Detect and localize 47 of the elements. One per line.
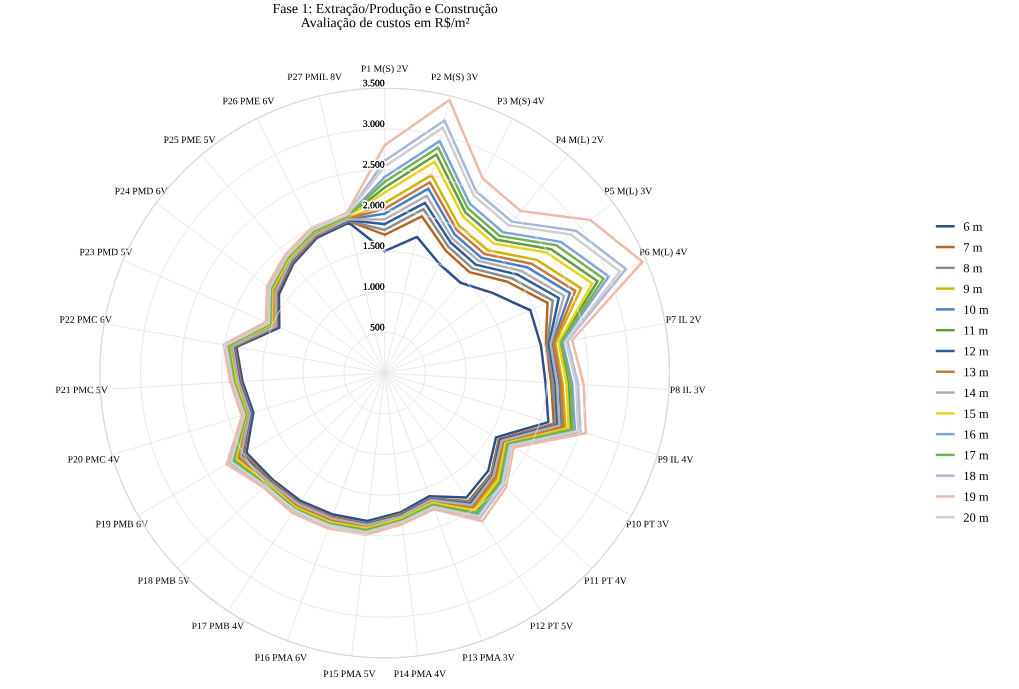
legend-label: 14 m (964, 388, 989, 397)
legend-label: 7 m (964, 243, 983, 252)
y-tick-label: 3.000 (363, 120, 385, 128)
legend-label: 16 m (964, 430, 989, 439)
legend-label: 9 m (963, 284, 983, 294)
spoke-label: P5 M(L) 3V (604, 187, 653, 197)
spoke-label: P18 PMB 5V (137, 577, 190, 584)
legend-label: 6 m (963, 222, 983, 231)
legend-label: 12 m (964, 347, 989, 356)
spoke-label: P6 M(L) 4V (639, 248, 688, 258)
spoke-label: P17 PMB 4V (191, 622, 244, 630)
spoke-label: P24 PMD 6V (114, 187, 168, 195)
spoke-label: P8 IL 3V (670, 386, 706, 394)
spoke-label: P20 PMC 4V (67, 456, 120, 463)
spoke-label: P23 PMD 5V (79, 248, 133, 256)
spoke-label: P26 PME 6V (222, 97, 275, 105)
spoke-label: P13 PMA 3V (462, 654, 515, 661)
spoke-label: P12 PT 5V (530, 622, 573, 630)
spoke-label: P10 PT 3V (626, 520, 669, 528)
spoke-label: P16 PMA 6V (254, 654, 307, 661)
spoke-label: P2 M(S) 3V (431, 73, 479, 83)
spoke-label: P14 PMA 4V (393, 670, 447, 678)
y-tick-label: 2.500 (363, 161, 385, 168)
legend-label: 18 m (964, 471, 989, 481)
spoke-label: P21 PMC 5V (55, 386, 108, 394)
legend-label: 10 m (964, 305, 989, 314)
spoke-label: P22 PMC 6V (59, 316, 112, 323)
y-tick-label: 1.000 (363, 283, 385, 290)
spoke-label: P27 PMIL 8V (287, 73, 342, 81)
spoke-label: P25 PME 5V (163, 136, 216, 144)
legend-label: 20 m (963, 513, 989, 522)
legend-label: 19 m (964, 492, 989, 501)
y-tick-label: 500 (370, 323, 385, 331)
legend-label: 11 m (964, 326, 988, 335)
chart-title: Fase 1: Extração/Produção e Construção Avaliação de custos em R$/m² (272, 3, 498, 31)
spoke-label: P4 M(L) 2V (556, 136, 604, 145)
legend-label: 17 m (964, 451, 989, 460)
spoke-label: P7 IL 2V (665, 316, 702, 323)
spoke-label: P3 M(S) 4V (497, 97, 545, 107)
legend-label: 15 m (964, 409, 989, 418)
spoke-label: P1 M(S) 2V (361, 65, 409, 74)
legend-label: 13 m (964, 367, 989, 377)
spoke-label: P11 PT 4V (584, 577, 627, 584)
legend-label: 8 m (963, 263, 983, 273)
y-tick-label: 3.500 (363, 79, 385, 87)
spoke-label: P9 IL 4V (657, 456, 694, 463)
spoke-label: P15 PMA 5V (323, 670, 376, 678)
